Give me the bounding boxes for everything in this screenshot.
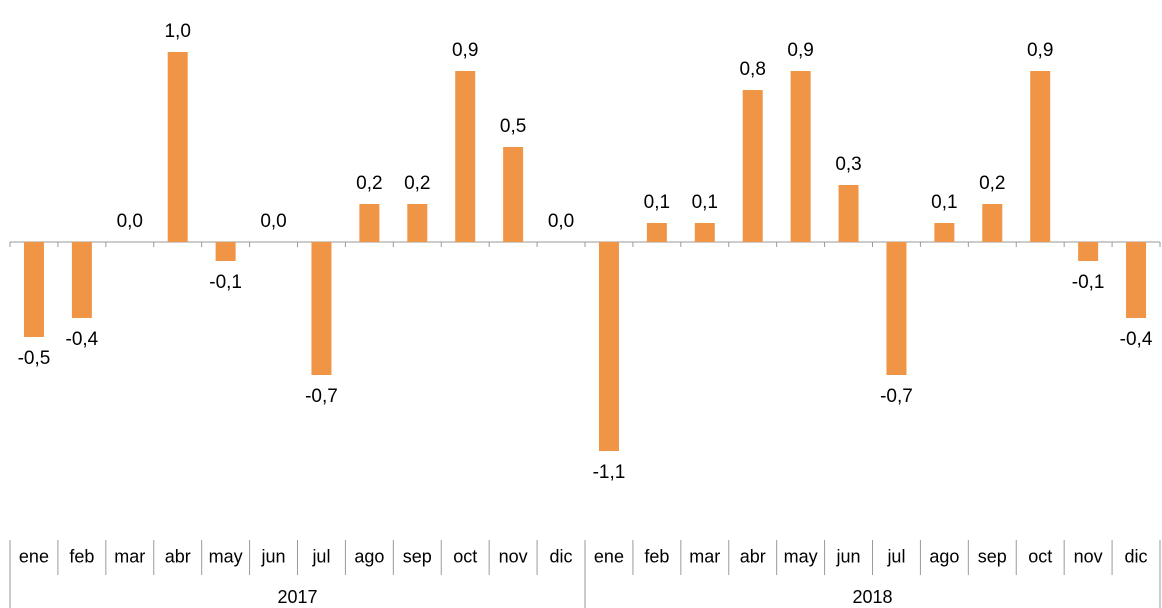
data-label: 0,0 <box>260 211 286 232</box>
data-label: 0,9 <box>787 40 813 61</box>
group-label: 2017 <box>277 587 317 607</box>
data-label: 0,2 <box>404 173 430 194</box>
data-label: -0,5 <box>18 348 51 369</box>
x-tick-label: jun <box>836 546 861 566</box>
x-tick-label: abr <box>165 546 191 566</box>
bar <box>1030 71 1051 242</box>
x-tick-label: jul <box>886 546 905 566</box>
x-tick-label: feb <box>69 546 94 566</box>
bar <box>71 242 92 318</box>
x-tick-label: ago <box>354 546 384 566</box>
x-tick-label: jul <box>311 546 330 566</box>
bar <box>982 204 1003 242</box>
data-label: -0,4 <box>1120 329 1153 350</box>
data-label: 0,0 <box>548 211 574 232</box>
data-label: -0,4 <box>66 329 99 350</box>
x-tick-label: mar <box>114 546 145 566</box>
data-label: 0,3 <box>835 154 861 175</box>
bar <box>215 242 236 261</box>
data-label: 0,8 <box>739 59 765 80</box>
data-label: 1,0 <box>164 21 190 42</box>
bar <box>359 204 380 242</box>
x-tick-label: ene <box>19 546 49 566</box>
bar <box>455 71 476 242</box>
data-label: 0,5 <box>500 116 526 137</box>
x-tick-label: sep <box>978 546 1007 566</box>
bar <box>838 185 859 242</box>
x-tick-label: nov <box>499 546 528 566</box>
bar <box>694 223 715 242</box>
bar <box>1078 242 1099 261</box>
data-label: 0,9 <box>1027 40 1053 61</box>
x-tick-label: dic <box>550 546 573 566</box>
x-tick-label: jun <box>261 546 286 566</box>
x-tick-label: may <box>784 546 818 566</box>
bar <box>934 223 955 242</box>
x-tick-label: mar <box>689 546 720 566</box>
bar <box>790 71 811 242</box>
data-label: 0,1 <box>931 192 957 213</box>
bar <box>1126 242 1147 318</box>
data-label: 0,0 <box>117 211 143 232</box>
data-label: 0,2 <box>979 173 1005 194</box>
bar <box>407 204 428 242</box>
x-tick-label: ago <box>929 546 959 566</box>
bar <box>23 242 44 337</box>
bar <box>167 52 188 242</box>
x-tick-label: feb <box>644 546 669 566</box>
data-label: 0,1 <box>692 192 718 213</box>
group-label: 2018 <box>852 587 892 607</box>
data-label: -0,1 <box>209 272 242 293</box>
x-tick-label: may <box>209 546 243 566</box>
bar <box>886 242 907 375</box>
data-label: -0,7 <box>880 386 913 407</box>
x-tick-label: nov <box>1074 546 1103 566</box>
data-label: 0,9 <box>452 40 478 61</box>
bar <box>598 242 619 451</box>
bar <box>742 90 763 242</box>
data-label: -1,1 <box>593 462 626 483</box>
data-label: -0,1 <box>1072 272 1105 293</box>
x-tick-label: sep <box>403 546 432 566</box>
x-tick-label: abr <box>740 546 766 566</box>
bar <box>503 147 524 242</box>
x-tick-label: oct <box>1028 546 1052 566</box>
data-label: 0,1 <box>644 192 670 213</box>
data-label: 0,2 <box>356 173 382 194</box>
x-tick-label: ene <box>594 546 624 566</box>
x-tick-label: dic <box>1125 546 1148 566</box>
bar <box>646 223 667 242</box>
bar <box>311 242 332 375</box>
x-tick-label: oct <box>453 546 477 566</box>
data-label: -0,7 <box>305 386 338 407</box>
